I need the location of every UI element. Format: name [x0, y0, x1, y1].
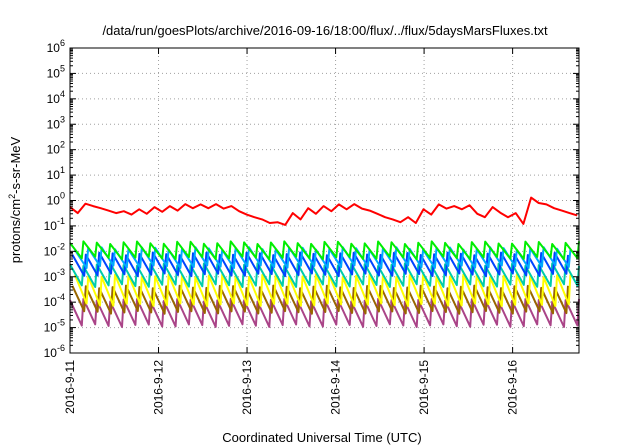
- y-tick-exponent: 2: [60, 140, 65, 150]
- y-tick-label: 106: [47, 38, 65, 55]
- y-tick-base: 10: [44, 219, 58, 233]
- y-tick-base: 10: [47, 168, 61, 182]
- x-axis-label: Coordinated Universal Time (UTC): [222, 430, 421, 445]
- y-tick-base: 10: [44, 295, 58, 309]
- y-tick-label: 102: [47, 140, 65, 157]
- y-tick-base: 10: [47, 66, 61, 80]
- y-tick-exponent: -3: [57, 267, 65, 277]
- x-tick-label: 2016-9-13: [240, 360, 254, 415]
- series-line: [69, 297, 580, 328]
- y-tick-label: 10-2: [44, 241, 65, 258]
- y-tick-base: 10: [47, 194, 61, 208]
- y-tick-label: 10-3: [44, 267, 65, 284]
- y-axis-label: protons/cm2-s-sr-MeV: [7, 136, 23, 263]
- x-axis-ticks: 2016-9-11 2016-9-12 2016-9-13 2016-9-14 2016…: [63, 48, 520, 415]
- y-tick-base: 10: [44, 270, 58, 284]
- y-tick-exponent: -1: [57, 216, 65, 226]
- y-tick-base: 10: [44, 346, 58, 360]
- x-tick-label: 2016-9-15: [417, 360, 431, 415]
- y-tick-label: 103: [47, 114, 65, 131]
- chart-title: /data/run/goesPlots/archive/2016-09-16/1…: [102, 23, 548, 38]
- y-tick-exponent: 4: [60, 89, 65, 99]
- x-tick-label: 2016-9-14: [329, 360, 343, 415]
- y-tick-base: 10: [47, 92, 61, 106]
- y-tick-label: 100: [47, 191, 65, 208]
- y-tick-base: 10: [47, 117, 61, 131]
- series-line: [71, 251, 569, 278]
- series-layer: [69, 196, 580, 328]
- y-tick-label: 10-4: [44, 292, 65, 309]
- y-tick-exponent: -6: [57, 343, 65, 353]
- y-tick-exponent: -5: [57, 318, 65, 328]
- y-tick-exponent: 5: [60, 63, 65, 73]
- y-tick-exponent: 1: [60, 165, 65, 175]
- y-tick-base: 10: [47, 41, 61, 55]
- y-tick-exponent: 3: [60, 114, 65, 124]
- series-line: [69, 262, 580, 288]
- y-tick-base: 10: [44, 244, 58, 258]
- y-tick-label: 10-6: [44, 343, 65, 360]
- x-tick-label: 2016-9-11: [63, 360, 77, 414]
- y-tick-exponent: -4: [57, 292, 65, 302]
- series-line: [73, 273, 572, 307]
- y-tick-base: 10: [44, 321, 58, 335]
- y-tick-label: 101: [47, 165, 65, 182]
- y-tick-base: 10: [47, 143, 61, 157]
- y-tick-label: 104: [47, 89, 65, 106]
- y-tick-label: 105: [47, 63, 65, 80]
- x-tick-label: 2016-9-12: [152, 360, 166, 415]
- x-tick-label: 2016-9-16: [506, 360, 520, 415]
- series-line: [69, 240, 580, 261]
- y-axis-label-pre: protons/cm: [8, 199, 23, 263]
- y-axis-label-post: -s-sr-MeV: [8, 136, 23, 193]
- y-tick-exponent: 0: [60, 191, 65, 201]
- series-line: [71, 284, 569, 315]
- y-tick-exponent: -2: [57, 241, 65, 251]
- y-tick-label: 10-1: [44, 216, 65, 233]
- y-tick-exponent: 6: [60, 38, 65, 48]
- series-line: [69, 196, 578, 226]
- y-tick-label: 10-5: [44, 318, 65, 335]
- y-axis-label-sup: 2: [7, 194, 17, 199]
- y-axis-ticks: 10-610-510-410-310-210-11001011021031041…: [44, 38, 579, 360]
